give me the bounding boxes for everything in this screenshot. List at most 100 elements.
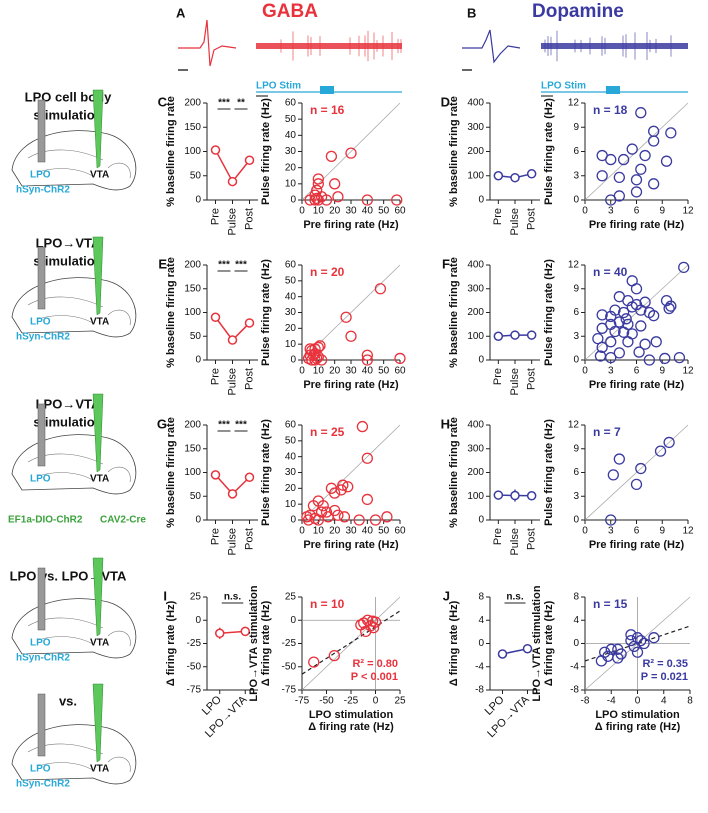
brain-detail [27, 743, 131, 773]
point [391, 194, 403, 206]
diagram-label: LPO [30, 317, 51, 328]
y-tick-label: 100 [467, 170, 484, 181]
significance-label: *** [218, 420, 230, 431]
x-tick-label: 3 [608, 206, 614, 217]
point [320, 194, 333, 206]
point [678, 261, 690, 274]
mean-point [497, 649, 508, 659]
mean-point [493, 171, 504, 181]
point [630, 283, 643, 295]
point [648, 135, 660, 147]
x-tick-label: 3 [608, 526, 614, 537]
point [609, 325, 621, 338]
diagram-label: LPO [30, 170, 51, 181]
point [630, 174, 643, 186]
x-tick-label: 0 [299, 366, 305, 377]
point [620, 313, 632, 325]
point [353, 514, 365, 526]
diagram-title: stimulation [33, 107, 102, 122]
point [648, 178, 660, 190]
diagram-title: LPO→VTA [36, 396, 101, 411]
electrode [92, 393, 104, 473]
y-axis-label: Δ firing rate (Hz) [165, 600, 177, 686]
x-tick-label: 0 [635, 696, 641, 707]
y-tick-label: 6 [573, 467, 579, 478]
panel-letter: J [443, 588, 450, 603]
diagrams: LPO cell body stimulation LPO VTA hSyn-ChR2 L… [8, 89, 146, 789]
panel-letter: D [441, 94, 450, 109]
x-tick-label: -8 [581, 696, 590, 707]
y-axis-label: Δ firing rate (Hz) [260, 600, 272, 686]
x-tick-label: Post [243, 208, 255, 230]
point [314, 340, 326, 352]
y-axis-label: % baseline firing rate [448, 96, 460, 207]
diagram-label: LPO [30, 764, 51, 775]
x-tick-label: 10 [313, 366, 325, 377]
optic-fiber [37, 246, 46, 310]
x-tick-label: 20 [329, 206, 341, 217]
x-tick-label: 40 [362, 366, 374, 377]
annotation: n = 18 [593, 103, 628, 117]
significance-label: *** [218, 98, 230, 109]
y-axis-label: % baseline firing rate [165, 417, 177, 528]
y-tick-label: 0 [573, 638, 579, 649]
x-tick-label: 50 [378, 526, 390, 537]
point [596, 322, 608, 334]
x-tick-label: 40 [362, 526, 374, 537]
mean-point [522, 643, 533, 654]
y-axis-label: Pulse firing rate (Hz) [543, 419, 555, 526]
y-tick-label: 0 [195, 615, 201, 626]
point [663, 436, 675, 449]
diagram-label: VTA [90, 764, 109, 775]
y-tick-label: -50 [187, 661, 202, 672]
point [631, 632, 644, 644]
point [361, 349, 373, 361]
y-tick-label: 400 [467, 260, 484, 271]
y-tick-label: 50 [285, 435, 297, 446]
point [329, 178, 341, 190]
y-axis-label: LPO→VTA stimulation [248, 585, 260, 701]
point [654, 445, 667, 457]
annotation: n = 25 [310, 425, 345, 439]
y-axis-label: Pulse firing rate (Hz) [543, 259, 555, 366]
y-axis-label: % baseline firing rate [165, 257, 177, 368]
y-tick-label: 400 [467, 98, 484, 109]
point [635, 107, 647, 119]
x-tick-label: Post [243, 368, 255, 390]
x-tick-label: Pulse [509, 208, 521, 236]
panel-letter: C [158, 94, 168, 109]
y-tick-label: 0 [478, 355, 484, 366]
y-axis-label: % baseline firing rate [448, 257, 460, 368]
x-tick-label: 9 [659, 206, 665, 217]
point [635, 304, 647, 316]
y-axis-label: % baseline firing rate [448, 417, 460, 528]
waveform [178, 19, 237, 67]
y-tick-label: 40 [285, 130, 297, 141]
point [660, 155, 673, 167]
point [345, 147, 357, 159]
y-tick-label: 12 [568, 260, 580, 271]
trace-band [541, 43, 688, 49]
x-tick-label: 50 [378, 206, 390, 217]
point [312, 514, 324, 526]
diagram-label: LPO [30, 474, 51, 485]
point [322, 511, 334, 523]
y-tick-label: 20 [285, 323, 297, 334]
trend-line [584, 625, 691, 662]
y-axis-label: % baseline firing rate [165, 96, 177, 207]
point [648, 632, 660, 644]
y-tick-label: 0 [573, 195, 579, 206]
y-tick-label: 0 [195, 515, 201, 526]
y-tick-label: -8 [570, 685, 579, 696]
optic-fiber [37, 403, 46, 467]
x-tick-label: Post [526, 528, 538, 550]
y-tick-label: -75 [187, 685, 202, 696]
point [374, 283, 387, 295]
point [595, 655, 608, 667]
y-tick-label: 200 [467, 307, 484, 318]
y-tick-label: 0 [290, 615, 296, 626]
y-tick-label: 0 [573, 515, 579, 526]
x-tick-label: 40 [362, 206, 374, 217]
y-tick-label: 8 [478, 592, 484, 603]
point [626, 143, 638, 155]
